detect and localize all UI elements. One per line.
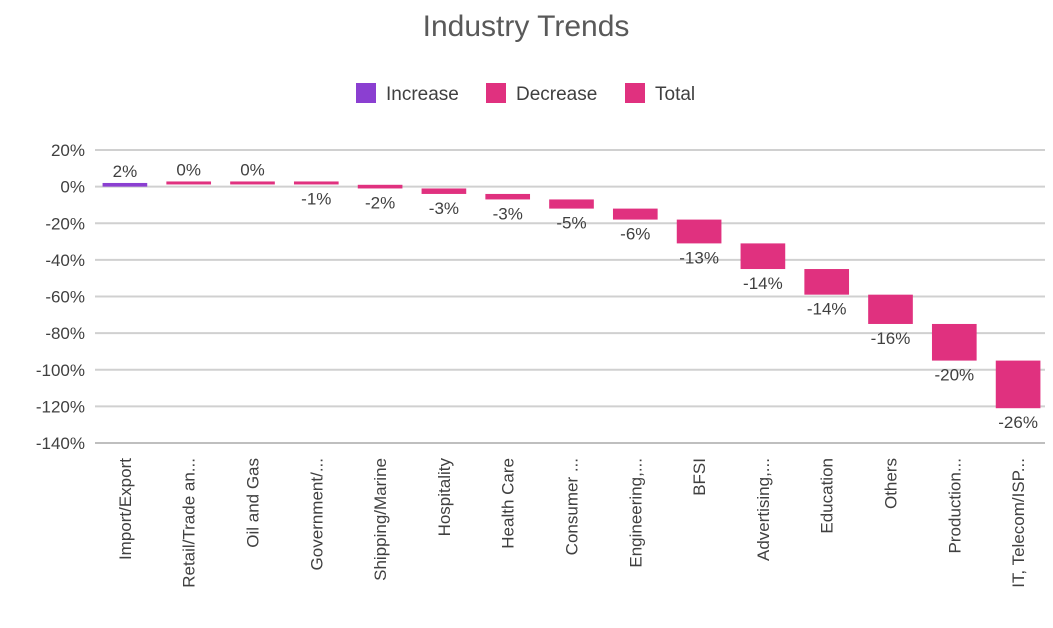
data-label: -20% bbox=[934, 366, 974, 385]
data-label: 0% bbox=[176, 160, 201, 179]
data-label: -1% bbox=[301, 189, 331, 208]
x-category-label: Oil and Gas bbox=[244, 458, 263, 548]
data-label: -6% bbox=[620, 225, 650, 244]
x-category-label: Government/... bbox=[307, 458, 326, 570]
data-label: -14% bbox=[743, 274, 783, 293]
bar bbox=[421, 188, 467, 194]
x-category-label: Education bbox=[818, 458, 837, 534]
y-tick-label: -80% bbox=[45, 324, 85, 343]
gridlines bbox=[95, 149, 1045, 444]
bar bbox=[612, 208, 658, 220]
x-category-label: Retail/Trade an... bbox=[180, 458, 199, 588]
y-tick-label: -100% bbox=[36, 361, 85, 380]
data-label: -14% bbox=[807, 300, 847, 319]
x-category-label: IT, Telecom/ISP... bbox=[1009, 458, 1028, 588]
bar bbox=[166, 181, 212, 185]
x-category-label: Engineering,... bbox=[626, 458, 645, 568]
x-category-label: Import/Export bbox=[116, 458, 135, 560]
data-label: -3% bbox=[493, 204, 523, 223]
data-labels: 2% 0% 0% -1% -2% -3% -3% -5% -6% -13% -14% -14% -16%… bbox=[113, 160, 1038, 432]
y-tick-label: -140% bbox=[36, 434, 85, 453]
bar bbox=[549, 199, 594, 209]
bar bbox=[485, 193, 531, 200]
x-category-label: BFSI bbox=[690, 458, 709, 496]
bar bbox=[676, 219, 722, 244]
bar bbox=[804, 269, 850, 295]
data-label: -2% bbox=[365, 193, 395, 212]
x-category-label: Health Care bbox=[499, 458, 518, 549]
bar bbox=[230, 181, 275, 185]
chart-title: Industry Trends bbox=[423, 10, 630, 43]
data-label: -13% bbox=[679, 248, 719, 267]
y-tick-label: 20% bbox=[51, 141, 85, 160]
legend-swatch-total bbox=[625, 83, 645, 103]
x-category-label: Advertising,... bbox=[754, 458, 773, 561]
bar bbox=[740, 243, 786, 270]
data-label: 2% bbox=[113, 162, 138, 181]
bar bbox=[868, 294, 913, 324]
x-category-label: Production... bbox=[945, 458, 964, 553]
bar bbox=[931, 323, 977, 361]
bar bbox=[293, 181, 339, 185]
legend-label-total: Total bbox=[655, 84, 695, 105]
legend-label-increase: Increase bbox=[386, 84, 459, 105]
data-label: -26% bbox=[998, 413, 1038, 432]
bar bbox=[357, 184, 403, 189]
data-label: -16% bbox=[871, 329, 911, 348]
x-axis-categories: Import/Export Retail/Trade an... Oil and G… bbox=[116, 458, 1028, 588]
bar bbox=[995, 360, 1041, 409]
y-tick-label: -60% bbox=[45, 288, 85, 307]
legend-swatch-increase bbox=[356, 83, 376, 103]
y-tick-label: -120% bbox=[36, 397, 85, 416]
data-label: -5% bbox=[556, 214, 586, 233]
y-tick-label: -40% bbox=[45, 251, 85, 270]
data-label: -3% bbox=[429, 199, 459, 218]
y-tick-label: -20% bbox=[45, 214, 85, 233]
x-category-label: Consumer ... bbox=[563, 458, 582, 555]
data-label: 0% bbox=[240, 160, 265, 179]
y-axis-ticks: 20% 0% -20% -40% -60% -80% -100% -120% -140% bbox=[36, 141, 85, 453]
bar bbox=[102, 182, 148, 187]
bars bbox=[102, 181, 1041, 409]
x-category-label: Shipping/Marine bbox=[371, 458, 390, 581]
x-category-label: Others bbox=[882, 458, 901, 509]
legend-swatch-decrease bbox=[486, 83, 506, 103]
legend-label-decrease: Decrease bbox=[516, 84, 597, 105]
legend: Increase Decrease Total bbox=[356, 83, 695, 105]
x-category-label: Hospitality bbox=[435, 458, 454, 537]
y-tick-label: 0% bbox=[60, 178, 85, 197]
